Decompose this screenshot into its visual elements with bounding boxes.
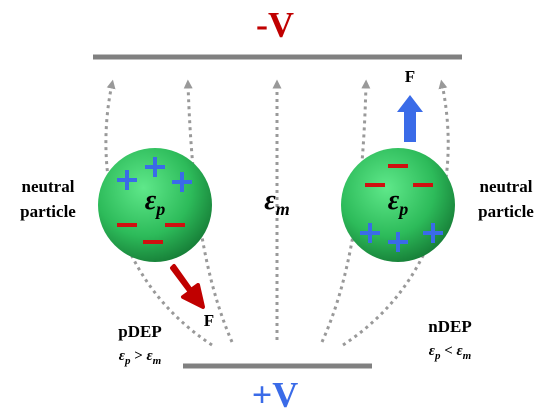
force-arrow-right (397, 95, 423, 142)
particle-label: particle (478, 202, 534, 221)
force-arrow-left (172, 266, 203, 307)
subscript: m (463, 350, 472, 362)
diagram: -V +V F F neutral particle neutral parti… (0, 0, 544, 416)
condition: εp > εm (119, 348, 162, 366)
subscript: p (397, 199, 408, 219)
mode-label: nDEP (428, 317, 471, 336)
particle-label: particle (20, 202, 76, 221)
mode-label: pDEP (118, 322, 161, 341)
subscript: m (153, 355, 162, 367)
symbol: ε (145, 185, 157, 216)
particle-label: neutral (480, 177, 533, 196)
top-voltage: -V (256, 4, 294, 44)
operator: > (130, 348, 146, 364)
bottom-voltage: +V (252, 374, 299, 414)
particle-label: neutral (22, 177, 75, 196)
symbol: ε (388, 185, 400, 216)
force-label: F (405, 67, 415, 86)
subscript: p (154, 199, 165, 219)
subscript: m (276, 199, 290, 219)
symbol: ε (264, 185, 276, 216)
force-label: F (204, 311, 214, 330)
condition: εp < εm (429, 343, 472, 361)
operator: < (440, 343, 456, 359)
